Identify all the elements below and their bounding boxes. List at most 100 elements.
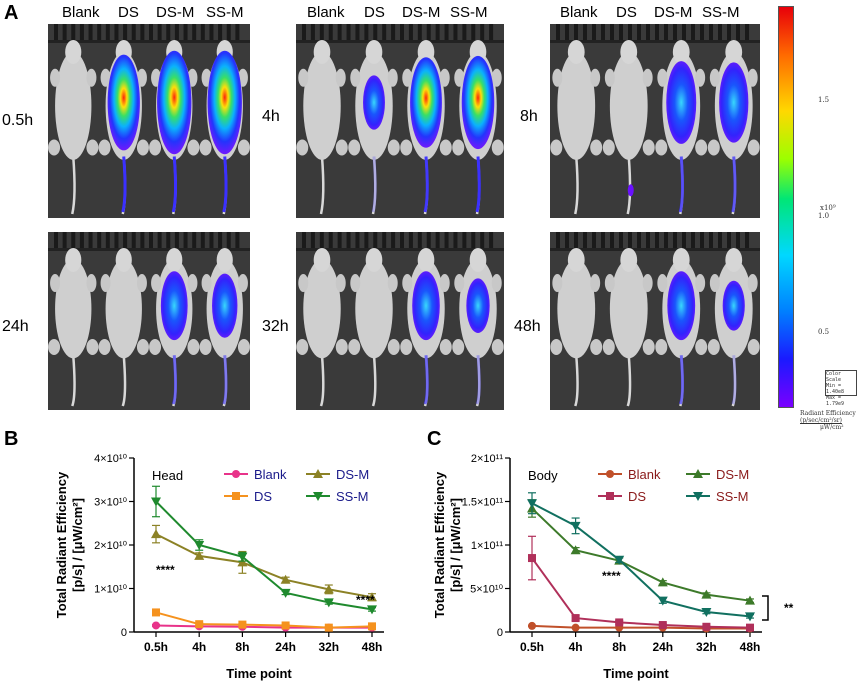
mouse-leg [136,273,147,292]
data-point [194,541,205,550]
grating-bar [373,24,378,40]
panel-label-c: C [427,428,442,450]
grating-bar [700,24,704,40]
grating-bar [444,232,449,248]
x-tick-label: 24h [275,640,296,654]
grating-bar [408,24,413,40]
mouse-leg [552,68,563,87]
grating-bar [718,232,722,248]
grating-bar [718,24,722,40]
grating-bar [655,24,659,40]
grating-bar [480,24,485,40]
significance-marker: ** [784,601,794,615]
mouse-leg [642,338,655,355]
legend-marker [313,469,323,478]
grating-bar [637,24,641,40]
mouse-leg [604,68,615,87]
grating-bar [226,24,231,40]
mouse-head [365,40,383,64]
mouse-tail [121,355,127,407]
grating-bar [123,232,128,248]
mouse-leg [695,338,708,355]
mouse-leg [400,338,413,355]
grating-bar [54,24,58,40]
grating-bar [610,232,614,248]
grating-bar [200,232,205,248]
data-point [746,623,754,632]
mouse-head [65,40,82,64]
grating-bar [453,24,458,40]
grating-bar [79,232,84,248]
col-label-ds: DS [364,4,385,21]
mouse-leg [98,139,111,156]
data-point [151,529,161,539]
mouse-leg [709,273,720,292]
data-point [324,623,333,632]
mouse-leg [136,68,147,87]
data-point [237,552,248,562]
mouse-leg [439,68,450,87]
grating-base [550,248,760,251]
mouse-leg [149,139,162,156]
grating-bar [727,232,731,248]
legend-label: DS [628,489,646,504]
mouse-tail [371,156,377,215]
mouse-leg [655,139,668,156]
mouse-leg [655,338,668,355]
mouse-leg [136,338,149,355]
col-label-blank: Blank [62,4,100,21]
imaging-panel-24h [48,232,250,410]
mouse-leg [348,139,361,156]
mouse-leg [296,338,309,355]
data-point [657,577,668,587]
mouse-leg [590,273,601,292]
data-point [570,521,581,531]
grating-bar [79,24,84,40]
mouse-body [105,259,142,359]
grating-bar [391,232,396,248]
panel-a: Blank DS DS-M SS-M Blank DS DS-M SS-M Bl… [2,4,857,431]
colorbar [778,6,794,408]
mouse-head [417,248,435,272]
mouse-leg [642,68,653,87]
imaging-svg [48,232,250,407]
imaging-svg [296,24,504,215]
legend-label: DS-M [336,467,369,482]
data-point [657,596,668,606]
legend-marker [313,492,323,501]
grating-bar [592,232,596,248]
mouse-leg [387,338,400,355]
col-label-ssm: SS-M [702,4,740,21]
grating-bar [628,24,632,40]
mouse-leg [439,139,452,156]
grating-bar [565,232,569,248]
y-axis-label-line1: Total Radiant Efficiency [432,471,447,618]
data-point [571,614,580,623]
grating-bar [637,232,641,248]
legend-label: Blank [628,467,661,482]
mouse-leg [707,338,720,355]
mouse-leg [657,273,668,292]
x-tick-label: 48h [362,640,383,654]
mouse-leg [201,273,212,292]
legend-marker [693,469,703,478]
mouse-head [620,40,638,64]
mouse-leg [335,139,348,156]
data-point [528,621,536,630]
colorbar-caption: Radiant Efficiency (p/sec/cm²/sr) μW/cm² [800,410,858,431]
mouse-leg [454,273,465,292]
grating-bar [628,232,632,248]
col-label-dsm: DS-M [156,4,195,21]
tail-signal [678,355,685,405]
grating-bar [209,24,214,40]
grating-base [296,248,504,251]
series-line [155,611,373,629]
grating-bar [105,232,110,248]
tail-signal [222,355,228,405]
col-label-ds: DS [118,4,139,21]
caption-line: μW/cm² [820,424,844,431]
mouse-head [313,248,331,272]
grating-bar [218,232,223,248]
legend-marker [606,492,614,500]
mouse-body [55,259,92,359]
